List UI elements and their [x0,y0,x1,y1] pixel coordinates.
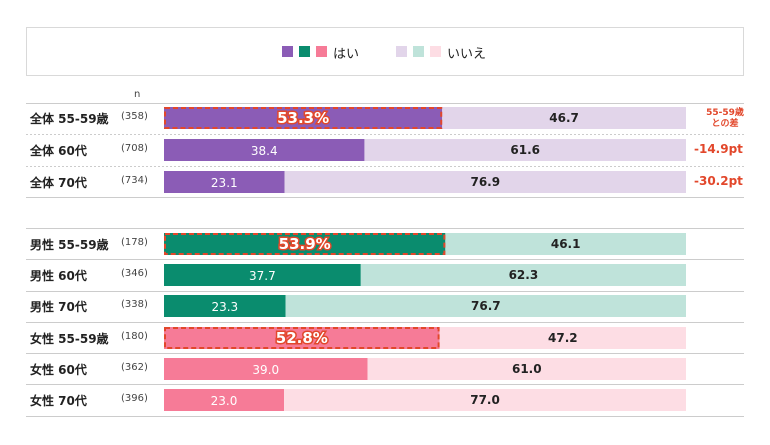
row-n-4: (346) [121,268,148,279]
bar-no-value-3: 46.1 [551,237,581,251]
legend-yes-swatch-pink [316,46,327,57]
bar-no-8 [284,389,686,411]
row-label-2: 全体 70代 [30,176,87,190]
row-n-8: (396) [121,393,148,404]
bar-yes-3 [164,233,446,255]
bar-yes-8 [164,389,285,411]
bar-yes-4 [164,264,361,286]
bar-yes-value-4: 37.7 [249,269,276,283]
legend-no-label: いいえ [447,47,487,62]
bar-yes-value-5: 23.3 [211,300,238,314]
row-n-2: (734) [121,175,148,186]
bar-yes-1 [164,139,365,161]
legend-yes-swatch-purple [282,46,293,57]
diff-header-line-1: 55-59歳 [706,108,744,118]
bar-yes-value-2: 23.1 [211,176,238,190]
diff-header-line-2: との差 [711,119,739,129]
row-n-0: (358) [121,111,148,122]
bar-yes-value-8: 23.0 [211,394,238,408]
row-diff-1: -14.9pt [694,142,743,156]
bar-no-1 [364,139,686,161]
highlight-frame-3 [164,233,446,255]
legend-no-swatch-purple [396,46,407,57]
diff-column-header: 55-59歳 との差 [702,108,748,130]
row-n-5: (338) [121,299,148,310]
bar-yes-2 [164,171,285,193]
legend-box [26,27,744,76]
bar-yes-value-1: 38.4 [251,144,278,158]
bar-yes-value-3: 53.9% [279,235,331,253]
bar-no-value-5: 76.7 [471,299,501,313]
bar-no-5 [285,295,686,317]
bar-no-value-4: 62.3 [509,268,539,282]
bar-no-3 [445,233,686,255]
bar-yes-value-7: 39.0 [252,363,279,377]
row-label-1: 全体 60代 [30,144,87,158]
bar-yes-5 [164,295,286,317]
row-n-7: (362) [121,362,148,373]
legend-no-swatch-pink [430,46,441,57]
row-label-6: 女性 55-59歳 [30,332,109,346]
legend-no-swatch-green [413,46,424,57]
bar-no-value-2: 76.9 [470,175,500,189]
row-label-0: 全体 55-59歳 [30,112,109,126]
bar-no-7 [367,358,686,380]
bar-yes-value-0: 53.3% [277,109,329,127]
row-n-6: (180) [121,331,148,342]
bar-no-0 [442,107,686,129]
legend-yes-swatch-green [299,46,310,57]
row-label-7: 女性 60代 [30,363,87,377]
bar-yes-7 [164,358,368,380]
bar-no-value-8: 77.0 [470,393,500,407]
bar-no-2 [284,171,686,193]
bar-no-value-6: 47.2 [548,331,578,345]
bar-yes-6 [164,327,440,349]
row-diff-2: -30.2pt [694,174,743,188]
row-n-1: (708) [121,143,148,154]
bar-yes-value-6: 52.8% [276,329,328,347]
bar-no-value-0: 46.7 [549,111,579,125]
row-label-5: 男性 70代 [30,300,87,314]
highlight-frame-0 [164,107,443,129]
highlight-frame-6 [164,327,440,349]
row-label-8: 女性 70代 [30,394,87,408]
row-label-3: 男性 55-59歳 [30,238,109,252]
bar-yes-0 [164,107,443,129]
bar-no-value-7: 61.0 [512,362,542,376]
n-column-header: n [134,89,141,100]
legend-yes-label: はい [333,47,360,62]
bar-no-value-1: 61.6 [510,143,540,157]
row-label-4: 男性 60代 [30,269,87,283]
bar-no-6 [439,327,686,349]
bar-no-4 [360,264,686,286]
row-n-3: (178) [121,237,148,248]
